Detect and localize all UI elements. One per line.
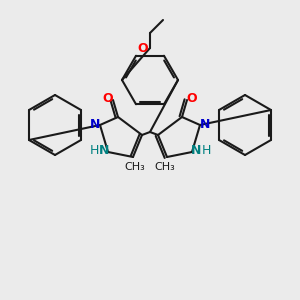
Text: N: N	[200, 118, 210, 131]
Text: O: O	[187, 92, 197, 106]
Text: H: H	[201, 143, 211, 157]
Text: O: O	[103, 92, 113, 106]
Text: H: H	[89, 143, 99, 157]
Text: N: N	[90, 118, 100, 131]
Text: O: O	[138, 41, 148, 55]
Text: CH₃: CH₃	[124, 162, 146, 172]
Text: N: N	[191, 143, 201, 157]
Text: CH₃: CH₃	[154, 162, 176, 172]
Text: N: N	[99, 143, 109, 157]
